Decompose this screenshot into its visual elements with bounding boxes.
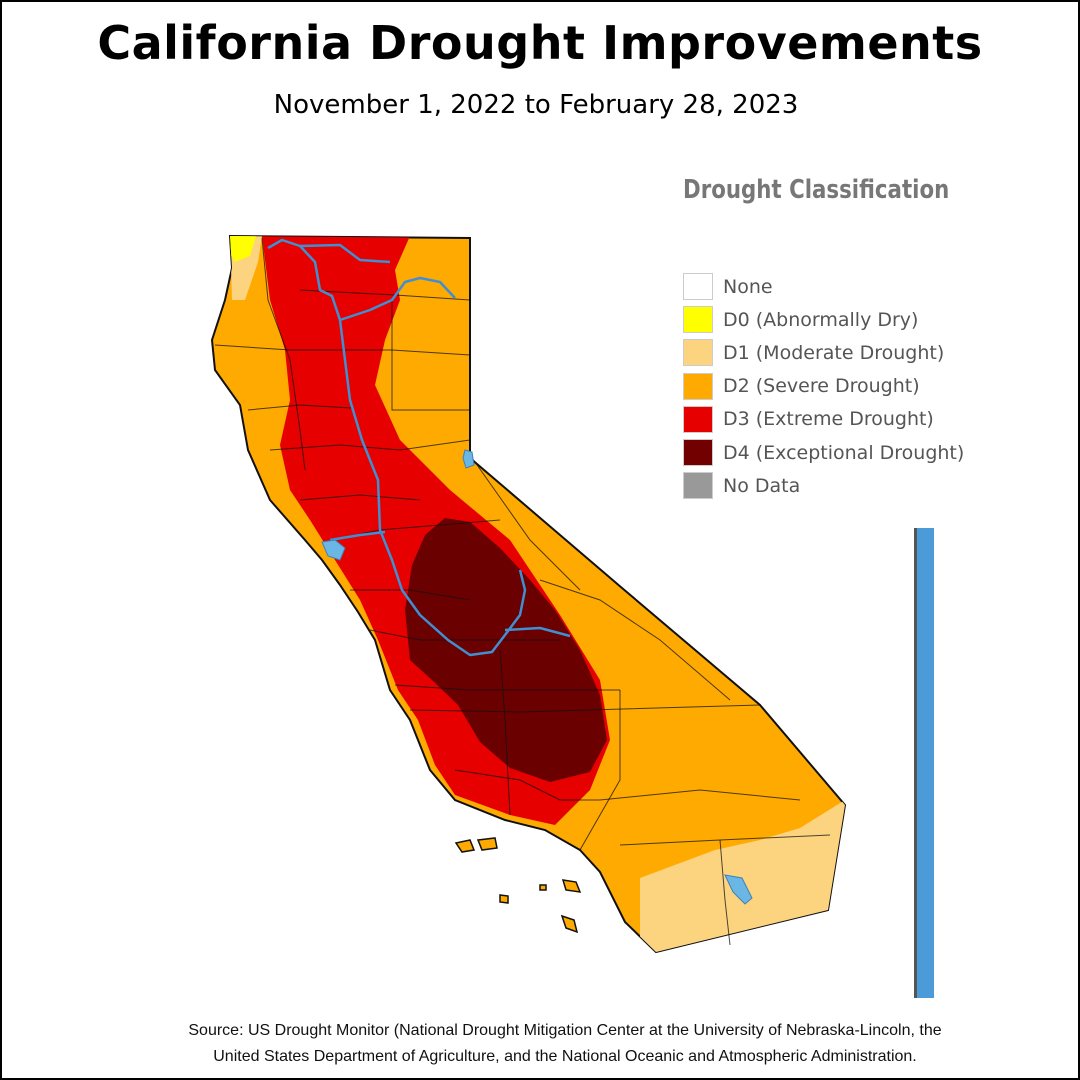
county-boundaries <box>214 237 831 946</box>
d0-region <box>230 236 256 262</box>
date-range-subtitle: November 1, 2022 to February 28, 2023 <box>273 90 799 120</box>
d4-region <box>405 518 607 782</box>
legend-label: None <box>723 275 773 298</box>
salton-sea <box>724 874 753 905</box>
rivers <box>267 238 571 657</box>
legend-item: None <box>683 270 964 303</box>
legend-item: D0 (Abnormally Dry) <box>683 303 964 336</box>
legend-swatch <box>683 439 713 467</box>
legend-label: D1 (Moderate Drought) <box>723 341 945 364</box>
legend-swatch <box>683 405 713 433</box>
legend-list: None D0 (Abnormally Dry) D1 (Moderate Drou… <box>683 270 964 502</box>
legend-title: Drought Classification <box>683 175 950 205</box>
legend-swatch <box>683 273 713 301</box>
legend-swatch <box>683 372 713 400</box>
legend-item: No Data <box>683 469 964 502</box>
legend-item: D3 (Extreme Drought) <box>683 403 964 436</box>
legend-item: D2 (Severe Drought) <box>683 370 964 403</box>
drought-legend: Drought Classification None D0 (Abnormall… <box>683 175 1008 500</box>
legend-label: D0 (Abnormally Dry) <box>723 308 919 331</box>
channel-islands <box>454 837 582 934</box>
legend-label: No Data <box>723 474 801 497</box>
legend-label: D2 (Severe Drought) <box>723 375 920 398</box>
legend-swatch <box>683 472 713 500</box>
legend-label: D4 (Exceptional Drought) <box>723 441 965 464</box>
sf-bay <box>321 539 346 561</box>
page-title: California Drought Improvements <box>97 16 983 70</box>
legend-item: D1 (Moderate Drought) <box>683 336 964 369</box>
source-line-1: Source: US Drought Monitor (National Dro… <box>188 1022 942 1039</box>
lake-tahoe <box>462 449 475 469</box>
source-line-2: United States Department of Agriculture,… <box>213 1048 917 1065</box>
source-note: Source: US Drought Monitor (National Dro… <box>60 1018 1070 1070</box>
legend-item: D4 (Exceptional Drought) <box>683 436 964 469</box>
legend-swatch <box>683 306 713 334</box>
timeline-bar <box>914 528 934 998</box>
legend-label: D3 (Extreme Drought) <box>723 408 934 431</box>
legend-swatch <box>683 339 713 367</box>
